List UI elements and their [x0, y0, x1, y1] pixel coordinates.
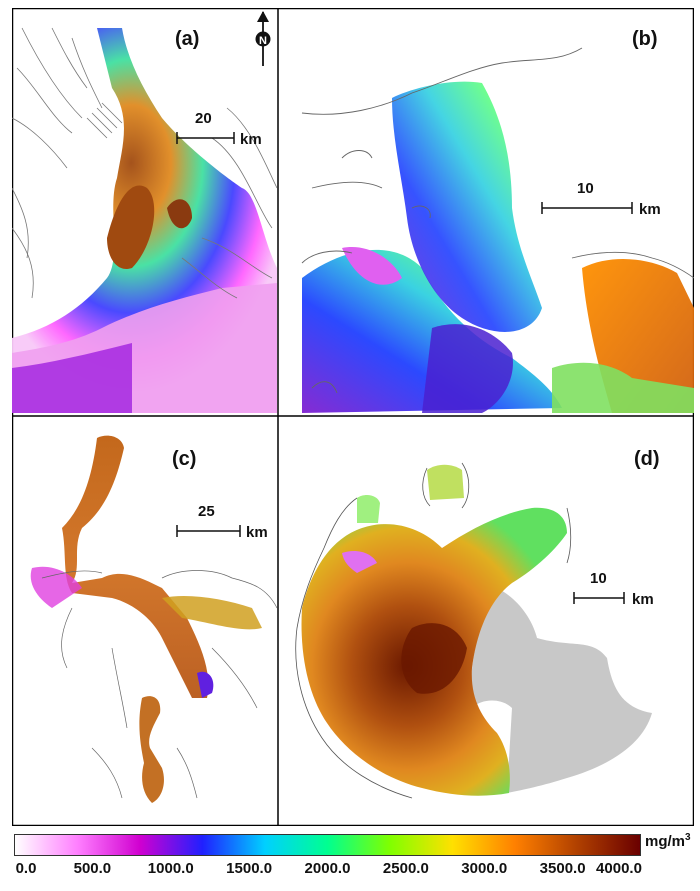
panel-a-scale-value: 20 — [195, 110, 212, 127]
colorbar — [14, 834, 641, 856]
panel-c-scale-bar: 25 km — [176, 503, 268, 541]
panel-c-label: (c) — [172, 448, 196, 470]
colorbar-tick-label: 3000.0 — [461, 860, 508, 877]
colorbar-tick-label: 3500.0 — [539, 860, 586, 877]
colorbar-tick-label: 4000.0 — [596, 860, 642, 877]
panel-c-scale-unit: km — [246, 524, 268, 541]
colorbar-tick-label: 2000.0 — [304, 860, 351, 877]
map-figure: (a) 20 km N (b) — [12, 8, 694, 826]
colorbar-unit: mg/m3 — [645, 832, 691, 850]
panel-b-label: (b) — [632, 28, 658, 50]
panel-a-scale-unit: km — [240, 131, 262, 148]
panel-c-scale-value: 25 — [198, 503, 215, 520]
panel-b-scale-value: 10 — [577, 180, 594, 197]
panel-a-scale-bar: 20 km — [176, 110, 262, 148]
panel-d-scale-bar: 10 km — [573, 570, 654, 608]
panel-a-label: (a) — [175, 28, 199, 50]
north-letter: N — [259, 35, 267, 47]
north-arrow-icon: N — [255, 11, 271, 66]
colorbar-tick-label: 1000.0 — [147, 860, 194, 877]
panel-d-scale-value: 10 — [590, 570, 607, 587]
colorbar-tick-label: 2500.0 — [382, 860, 429, 877]
panel-a-map: (a) 20 km N — [12, 11, 278, 413]
panel-c-map: (c) 25 km — [30, 435, 278, 803]
colorbar-tick-label: 500.0 — [73, 860, 112, 877]
panel-b-scale-unit: km — [639, 201, 661, 218]
colorbar-tick-label: 0.0 — [15, 860, 37, 877]
colorbar-unit-base: mg/m — [645, 833, 686, 850]
panel-d-map: (d) 10 km — [295, 448, 660, 799]
panel-b-map: (b) 10 km — [301, 28, 694, 413]
colorbar-tick-label: 1500.0 — [226, 860, 273, 877]
panel-d-label: (d) — [634, 448, 660, 470]
panel-d-scale-unit: km — [632, 591, 654, 608]
colorbar-unit-exponent: 3 — [685, 832, 691, 843]
panel-b-scale-bar: 10 km — [541, 180, 661, 218]
